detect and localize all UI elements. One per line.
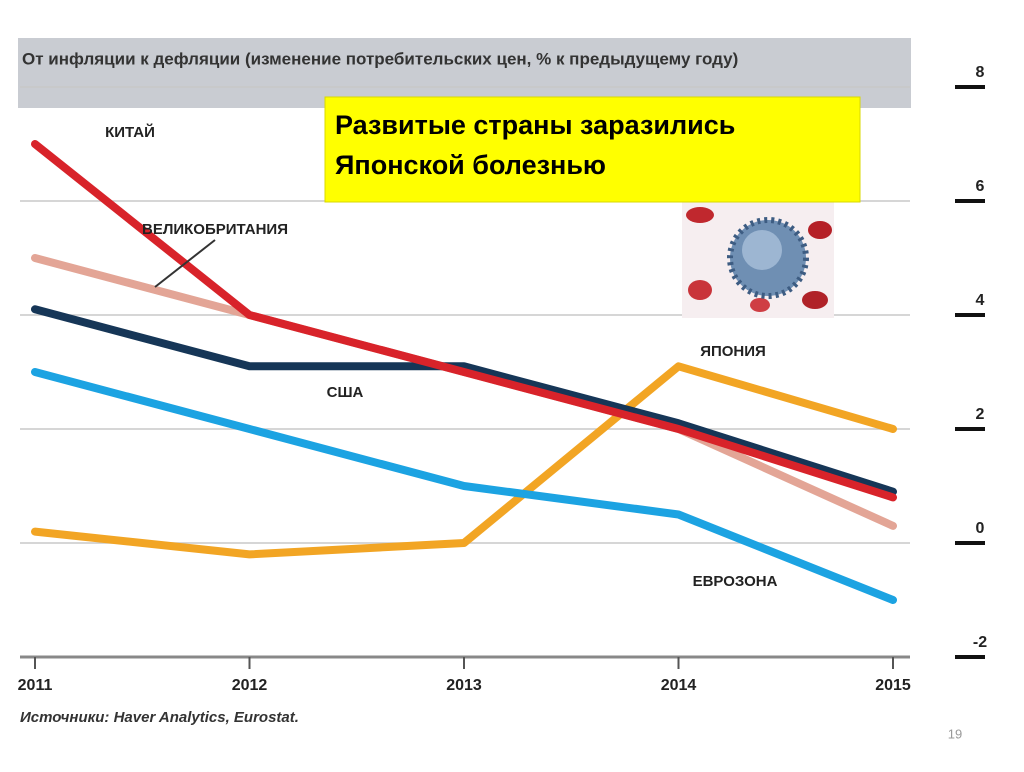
y-tick-label: 0: [976, 520, 985, 537]
cell: [750, 298, 770, 312]
callout-box: [324, 96, 861, 203]
x-tick-label: 2011: [18, 677, 53, 694]
y-tick-label: 4: [976, 292, 985, 309]
leader-line: [154, 239, 216, 288]
callout-wrap: Развитые страны заразились Японской боле…: [335, 110, 736, 180]
x-tick-label: 2012: [232, 677, 268, 694]
page-number: 19: [948, 726, 962, 741]
series-label: США: [327, 384, 364, 401]
virus-image: [682, 200, 834, 318]
chart-title: От инфляции к дефляции (изменение потреб…: [22, 49, 738, 68]
y-tick-label: 2: [976, 406, 985, 423]
series-line: [31, 368, 897, 604]
series-line: [31, 305, 897, 496]
source: Источники: Haver Analytics, Eurostat.: [20, 709, 299, 726]
y-tick-label: 8: [976, 64, 985, 81]
cell: [808, 221, 832, 239]
x-tick-label: 2013: [446, 677, 482, 694]
series-label: ЕВРОЗОНА: [693, 573, 778, 590]
callout: Развитые страны заразились Японской боле…: [335, 110, 736, 180]
plot: -2 0 2 4 6 8 2011 2012 2013 2014 2015 КИТАЙ ВЕЛИКОБР…: [18, 64, 988, 694]
series-label: ВЕЛИКОБРИТАНИЯ: [142, 221, 288, 238]
series-line: [31, 362, 897, 559]
series-label: ЯПОНИЯ: [700, 343, 766, 360]
x-tick-label: 2015: [875, 677, 911, 694]
x-tick-label: 2014: [661, 677, 697, 694]
series-label: КИТАЙ: [105, 123, 155, 141]
virus-core: [742, 230, 782, 270]
cell: [688, 280, 712, 300]
y-tick-label: -2: [973, 634, 987, 651]
cell: [802, 291, 828, 309]
cell: [686, 207, 714, 223]
series-line: [31, 140, 897, 502]
title-bar: [18, 38, 911, 108]
y-tick-label: 6: [976, 178, 985, 195]
